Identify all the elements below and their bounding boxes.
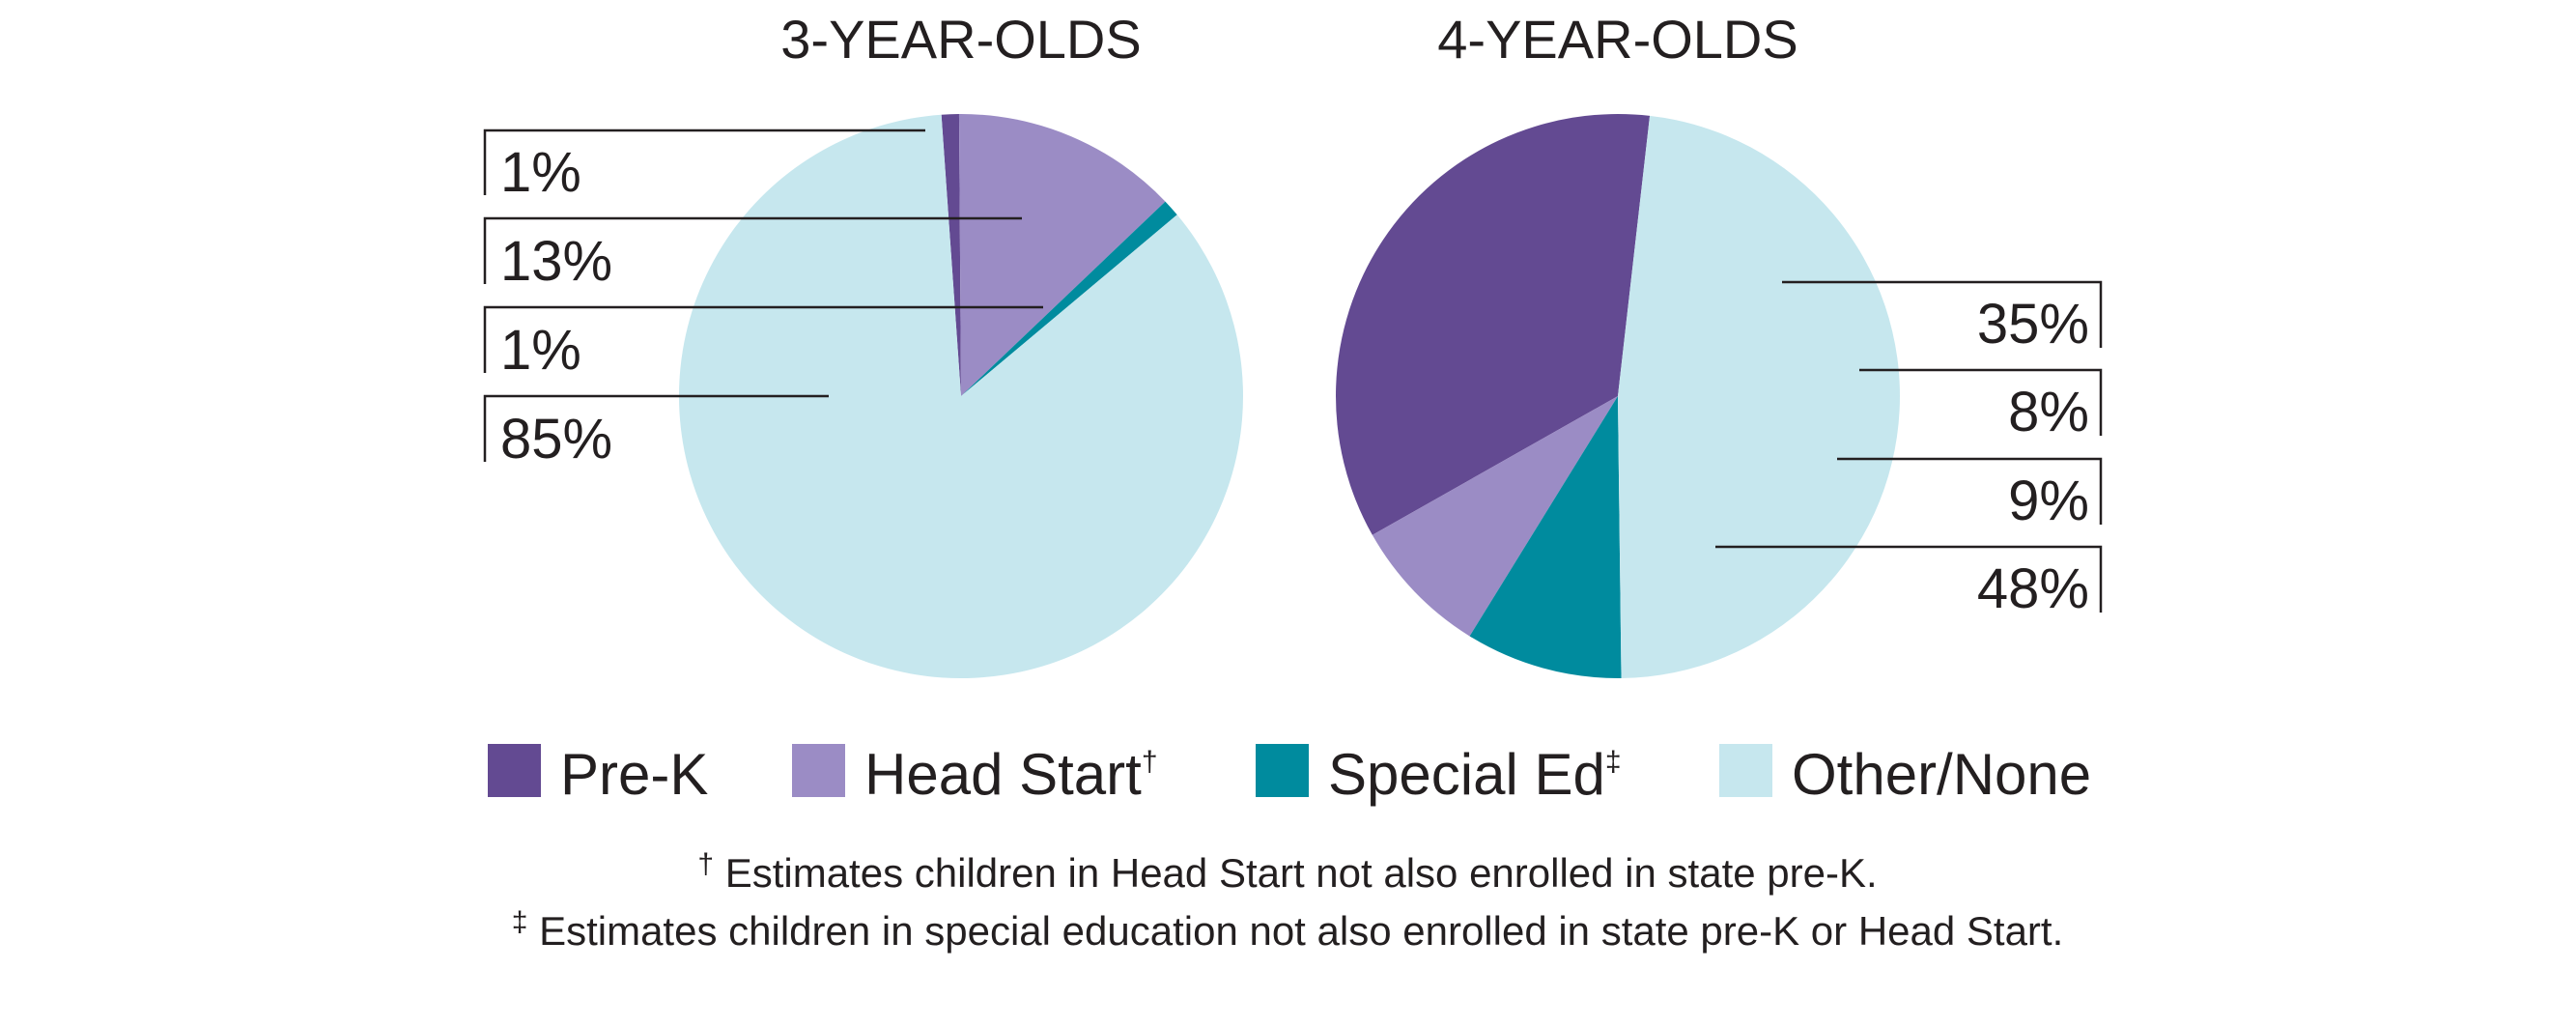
pie-title-4yo: 4-YEAR-OLDS bbox=[1437, 9, 1798, 70]
legend-item-headstart: Head Start† bbox=[864, 742, 1158, 807]
pct-label-4yo-speced: 9% bbox=[2008, 470, 2089, 532]
pct-label-4yo-prek: 35% bbox=[1977, 293, 2089, 356]
pie-4-year-olds bbox=[1336, 114, 1900, 678]
pct-label-3yo-prek: 1% bbox=[500, 141, 581, 204]
pct-label-3yo-headstart: 13% bbox=[500, 230, 612, 293]
legend: Pre-K Head Start† Special Ed‡ Other/None bbox=[488, 742, 2091, 807]
pct-label-3yo-speced: 1% bbox=[500, 319, 581, 382]
legend-item-other: Other/None bbox=[1792, 742, 2091, 807]
pie-title-3yo: 3-YEAR-OLDS bbox=[780, 9, 1141, 70]
footnote-special-ed: ‡ Estimates children in special educatio… bbox=[512, 906, 2064, 954]
pie-slice-4yo-other bbox=[1618, 116, 1900, 678]
legend-swatch-other bbox=[1719, 744, 1772, 797]
legend-swatch-headstart bbox=[792, 744, 845, 797]
pct-label-4yo-headstart: 8% bbox=[2008, 381, 2089, 443]
legend-item-speced: Special Ed‡ bbox=[1328, 742, 1622, 807]
legend-item-prek: Pre-K bbox=[560, 742, 708, 807]
footnote-head-start: † Estimates children in Head Start not a… bbox=[697, 848, 1877, 896]
footnotes: † Estimates children in Head Start not a… bbox=[512, 848, 2064, 954]
pct-label-4yo-other: 48% bbox=[1977, 557, 2089, 620]
legend-swatch-prek bbox=[488, 744, 541, 797]
pct-label-3yo-other: 85% bbox=[500, 408, 612, 471]
legend-swatch-speced bbox=[1256, 744, 1309, 797]
